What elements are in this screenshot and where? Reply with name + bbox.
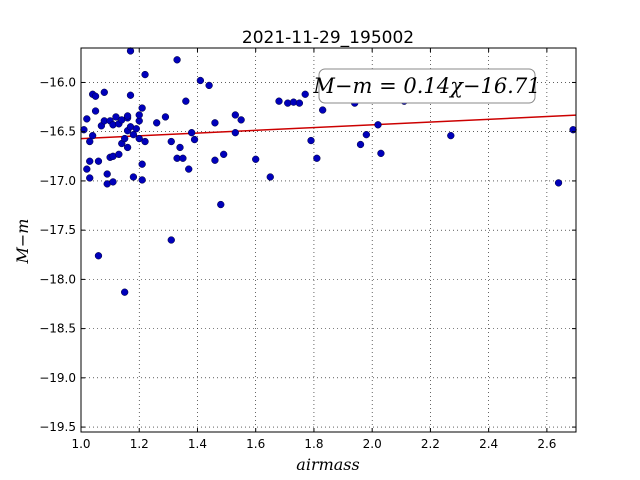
data-point (126, 47, 135, 55)
data-point (153, 119, 161, 127)
x-tick-label: 2.6 (537, 437, 556, 451)
data-point (138, 176, 146, 184)
x-tick-label: 2.2 (421, 437, 440, 451)
data-point (252, 155, 260, 163)
plot-frame (80, 47, 577, 433)
data-point (362, 130, 371, 139)
data-point (129, 130, 138, 139)
grid (80, 48, 576, 432)
y-tick-label: −19.5 (39, 420, 76, 434)
data-point (220, 150, 228, 158)
data-point (231, 129, 239, 137)
data-point (88, 131, 97, 140)
x-tick-label: 1.0 (71, 437, 90, 451)
data-point (447, 131, 455, 140)
y-axis-ticks: −16.0 −16.5 −17.0 −17.5 −18.0 −18.5 −19.0 −19.5 (39, 75, 576, 434)
data-point (86, 157, 94, 165)
data-point (313, 154, 321, 162)
data-point (100, 88, 108, 96)
y-tick-label: −19.0 (39, 371, 76, 385)
fit-equation: M−m = 0.14χ−16.71 (312, 74, 540, 98)
data-point (554, 179, 563, 187)
data-point (132, 125, 140, 133)
data-point (123, 143, 132, 152)
y-axis-label: M−m (13, 219, 32, 265)
data-point (377, 149, 385, 158)
data-point (138, 160, 146, 168)
data-point (94, 252, 103, 260)
data-point (167, 137, 175, 146)
data-point (161, 113, 170, 121)
y-tick-label: −18.0 (39, 272, 76, 286)
data-point (115, 150, 123, 158)
y-tick-label: −18.5 (39, 322, 76, 336)
data-point (135, 111, 143, 119)
data-point (237, 116, 245, 124)
data-point (275, 97, 283, 105)
x-axis-label: airmass (296, 455, 359, 474)
y-tick-label: −17.0 (39, 174, 76, 188)
data-point (138, 104, 146, 112)
data-point (86, 137, 94, 146)
x-tick-label: 2.4 (479, 437, 498, 451)
data-point (167, 236, 175, 244)
data-point (83, 165, 91, 173)
data-point (179, 154, 187, 162)
x-tick-label: 1.6 (246, 437, 265, 451)
data-point (94, 157, 103, 165)
fit-line (80, 114, 577, 140)
data-point (295, 99, 304, 107)
data-point (356, 140, 365, 149)
data-point (211, 156, 219, 164)
data-point (301, 90, 309, 98)
y-tick-label: −17.5 (39, 223, 76, 237)
data-point (307, 136, 315, 145)
data-point (91, 107, 100, 115)
data-point (173, 56, 181, 64)
x-tick-label: 1.4 (188, 437, 207, 451)
data-point (196, 76, 205, 85)
chart-title: 2021-11-29_195002 (242, 28, 414, 48)
data-point (190, 135, 199, 144)
data-point (126, 91, 135, 99)
fit-legend: M−m = 0.14χ−16.71 (312, 68, 541, 104)
data-point (129, 173, 138, 181)
data-point (121, 134, 129, 143)
data-point (121, 288, 129, 296)
x-tick-label: 1.8 (304, 437, 323, 451)
y-tick-label: −16.5 (39, 125, 76, 139)
data-point (217, 200, 225, 209)
data-point (141, 137, 149, 146)
data-point (109, 178, 117, 186)
data-point (266, 173, 274, 181)
x-tick-label: 2.0 (363, 437, 382, 451)
data-point (182, 97, 190, 105)
fit-line-layer (80, 114, 577, 140)
data-point (135, 134, 143, 143)
data-point (205, 81, 213, 90)
data-point (141, 70, 149, 79)
data-point (112, 113, 120, 121)
data-point (103, 170, 111, 178)
data-point (91, 92, 100, 100)
data-point (123, 112, 132, 120)
x-axis-ticks: 1.0 1.2 1.4 1.6 1.8 2.0 2.2 2.4 2.6 (71, 48, 556, 451)
data-point (185, 165, 193, 173)
y-tick-label: −16.0 (39, 75, 76, 89)
data-point (83, 115, 91, 123)
data-point (211, 119, 219, 127)
data-point (374, 121, 382, 129)
fit-legend-box (318, 68, 536, 104)
data-point (187, 129, 196, 137)
data-point (86, 174, 94, 182)
data-point (319, 106, 327, 114)
x-tick-label: 1.2 (130, 437, 149, 451)
data-point (231, 111, 239, 119)
data-point (176, 143, 184, 152)
